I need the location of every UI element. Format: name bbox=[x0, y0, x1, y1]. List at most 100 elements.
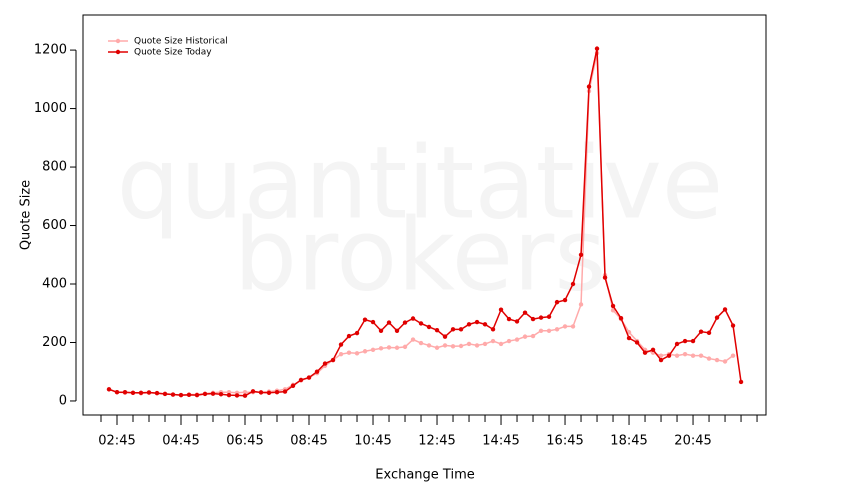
series-point bbox=[538, 315, 544, 320]
series-point bbox=[370, 347, 376, 352]
series-point bbox=[434, 328, 440, 333]
series-point bbox=[210, 391, 216, 396]
series-point bbox=[506, 316, 512, 322]
series-point bbox=[162, 391, 168, 397]
watermark: brokers bbox=[234, 196, 607, 313]
series-point bbox=[674, 353, 680, 358]
series-point bbox=[474, 343, 480, 348]
series-point bbox=[378, 328, 384, 333]
series-point bbox=[122, 389, 128, 395]
series-point bbox=[554, 299, 560, 305]
series-point bbox=[730, 353, 736, 358]
series-point bbox=[426, 343, 432, 348]
series-point bbox=[202, 391, 208, 397]
series-point bbox=[466, 322, 472, 327]
series-point bbox=[354, 351, 360, 356]
x-tick-label: 02:45 bbox=[98, 434, 135, 449]
y-tick-label: 1200 bbox=[34, 43, 67, 58]
series-point bbox=[258, 390, 264, 395]
series-point bbox=[266, 390, 272, 395]
series-point bbox=[402, 320, 408, 325]
series-point bbox=[338, 342, 344, 347]
series-point bbox=[490, 327, 496, 332]
series-point bbox=[738, 379, 744, 385]
series-point bbox=[450, 327, 456, 332]
series-point bbox=[154, 390, 160, 396]
x-tick-label: 14:45 bbox=[482, 434, 519, 449]
series-point bbox=[362, 349, 368, 354]
legend-point bbox=[115, 38, 121, 44]
x-tick-label: 12:45 bbox=[418, 434, 455, 449]
series-point bbox=[610, 303, 616, 309]
series-point bbox=[242, 393, 248, 398]
y-tick-label: 0 bbox=[59, 393, 67, 408]
series-point bbox=[626, 335, 632, 341]
series-point bbox=[578, 252, 584, 257]
series-point bbox=[714, 357, 720, 363]
series-point bbox=[282, 389, 288, 394]
series-point bbox=[530, 333, 536, 339]
series-point bbox=[394, 345, 400, 350]
series-point bbox=[458, 343, 464, 349]
series-point bbox=[482, 341, 488, 347]
series-point bbox=[378, 346, 384, 351]
series-point bbox=[274, 389, 280, 395]
series-point bbox=[682, 338, 688, 344]
series-point bbox=[346, 333, 352, 339]
series-point bbox=[450, 344, 456, 349]
series-point bbox=[634, 340, 640, 345]
series-point bbox=[386, 345, 392, 350]
series-point bbox=[474, 319, 480, 325]
series-point bbox=[218, 392, 224, 397]
legend-point bbox=[115, 49, 121, 55]
series-point bbox=[466, 341, 472, 347]
x-tick-label: 08:45 bbox=[290, 434, 327, 449]
series-point bbox=[698, 353, 704, 358]
series-point bbox=[354, 330, 360, 336]
series-point bbox=[522, 310, 528, 315]
series-point bbox=[426, 324, 432, 330]
series-point bbox=[626, 330, 632, 335]
y-tick-label: 400 bbox=[42, 277, 67, 292]
series-point bbox=[666, 353, 672, 358]
series-point bbox=[178, 392, 184, 398]
series-point bbox=[530, 316, 536, 322]
x-tick-label: 10:45 bbox=[354, 434, 391, 449]
series-point bbox=[482, 322, 488, 327]
series-point bbox=[338, 351, 344, 357]
series-point bbox=[506, 338, 512, 344]
series-point bbox=[682, 351, 688, 357]
series-point bbox=[234, 393, 240, 398]
series-point bbox=[146, 390, 152, 395]
series-point bbox=[250, 389, 256, 394]
x-axis-label: Exchange Time bbox=[375, 468, 474, 483]
series-point bbox=[562, 324, 568, 329]
series-point bbox=[114, 389, 120, 395]
series-point bbox=[418, 340, 424, 346]
y-tick-label: 600 bbox=[42, 218, 67, 233]
series-point bbox=[298, 377, 304, 383]
series-point bbox=[642, 350, 648, 355]
series-point bbox=[674, 341, 680, 347]
series-point bbox=[306, 375, 312, 380]
series-point bbox=[698, 329, 704, 334]
series-point bbox=[570, 324, 576, 329]
series-point bbox=[578, 302, 584, 307]
series-point bbox=[490, 338, 496, 344]
watermark: quantitative bbox=[117, 124, 724, 241]
series-point bbox=[522, 334, 528, 339]
series-point bbox=[394, 328, 400, 333]
series-point bbox=[498, 341, 504, 347]
series-point bbox=[554, 327, 560, 332]
x-tick-label: 18:45 bbox=[610, 434, 647, 449]
series-point bbox=[402, 344, 408, 350]
series-point bbox=[434, 345, 440, 350]
series-point bbox=[370, 319, 376, 325]
series-point bbox=[498, 307, 504, 312]
series-point bbox=[170, 392, 176, 397]
series-point bbox=[410, 337, 416, 342]
series-point bbox=[242, 389, 248, 395]
x-tick-label: 04:45 bbox=[162, 434, 199, 449]
series-point bbox=[690, 338, 696, 344]
x-tick-label: 20:45 bbox=[674, 434, 711, 449]
